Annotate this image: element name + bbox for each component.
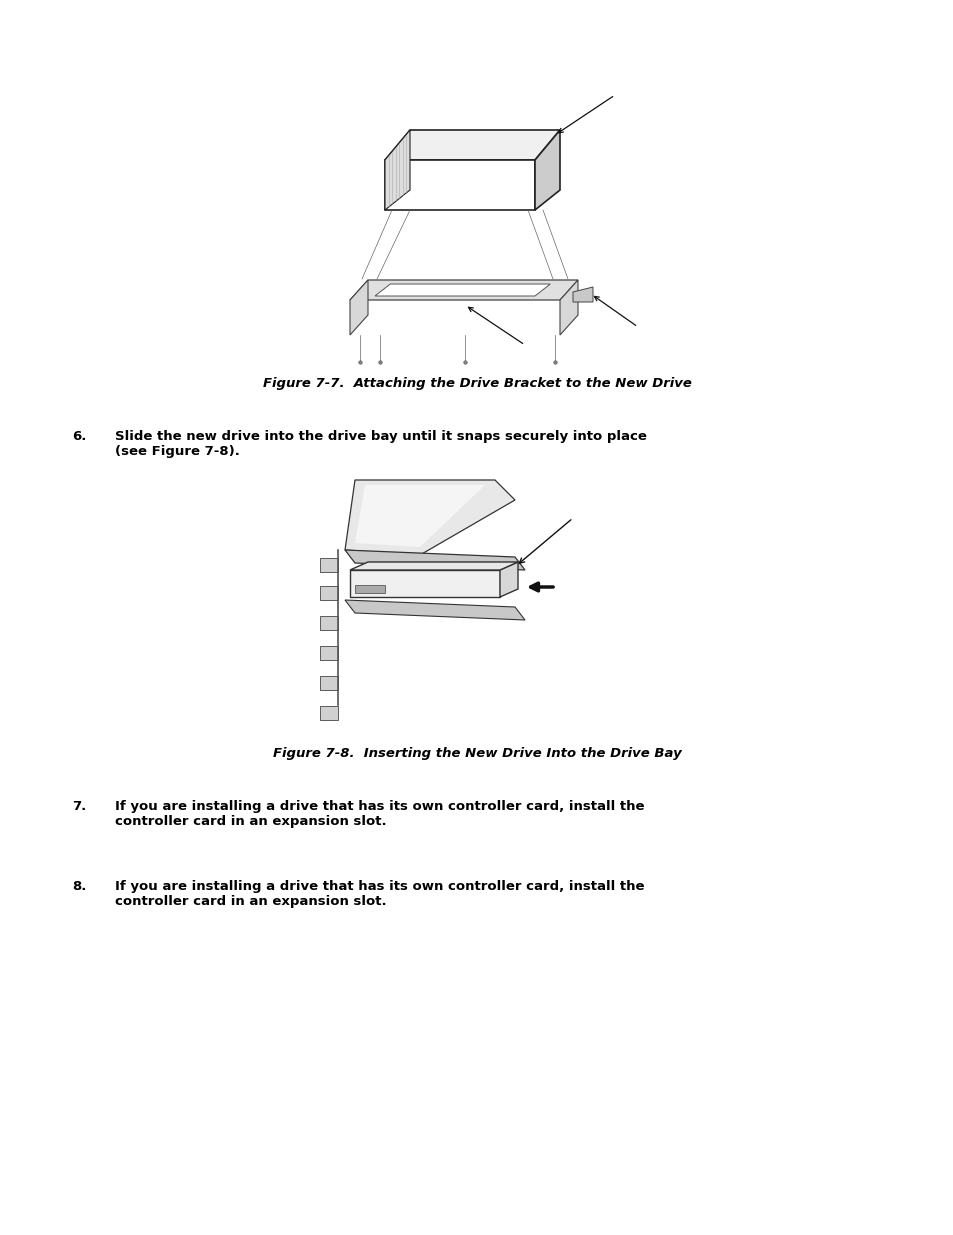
- Polygon shape: [385, 130, 410, 210]
- Polygon shape: [350, 280, 578, 300]
- Polygon shape: [319, 558, 337, 572]
- Text: 8.: 8.: [71, 881, 87, 893]
- Text: 6.: 6.: [71, 430, 87, 443]
- Text: Figure 7-7.  Attaching the Drive Bracket to the New Drive: Figure 7-7. Attaching the Drive Bracket …: [262, 377, 691, 390]
- Text: If you are installing a drive that has its own controller card, install the
cont: If you are installing a drive that has i…: [115, 800, 644, 827]
- Polygon shape: [319, 706, 337, 720]
- Polygon shape: [355, 485, 484, 547]
- Polygon shape: [319, 585, 337, 600]
- Polygon shape: [499, 562, 517, 597]
- Polygon shape: [375, 284, 550, 296]
- Polygon shape: [385, 161, 535, 210]
- Polygon shape: [319, 646, 337, 659]
- Polygon shape: [350, 280, 368, 335]
- Polygon shape: [573, 287, 593, 303]
- Polygon shape: [319, 616, 337, 630]
- Text: If you are installing a drive that has its own controller card, install the
cont: If you are installing a drive that has i…: [115, 881, 644, 908]
- Polygon shape: [350, 571, 499, 597]
- Polygon shape: [559, 280, 578, 335]
- Polygon shape: [535, 130, 559, 210]
- Polygon shape: [319, 676, 337, 690]
- Polygon shape: [345, 550, 524, 571]
- Polygon shape: [385, 130, 559, 161]
- Polygon shape: [345, 600, 524, 620]
- Text: 7.: 7.: [71, 800, 86, 813]
- Polygon shape: [345, 480, 515, 555]
- Polygon shape: [355, 585, 385, 593]
- Text: Slide the new drive into the drive bay until it snaps securely into place
(see F: Slide the new drive into the drive bay u…: [115, 430, 646, 458]
- Text: Figure 7-8.  Inserting the New Drive Into the Drive Bay: Figure 7-8. Inserting the New Drive Into…: [273, 747, 680, 760]
- Polygon shape: [350, 562, 517, 571]
